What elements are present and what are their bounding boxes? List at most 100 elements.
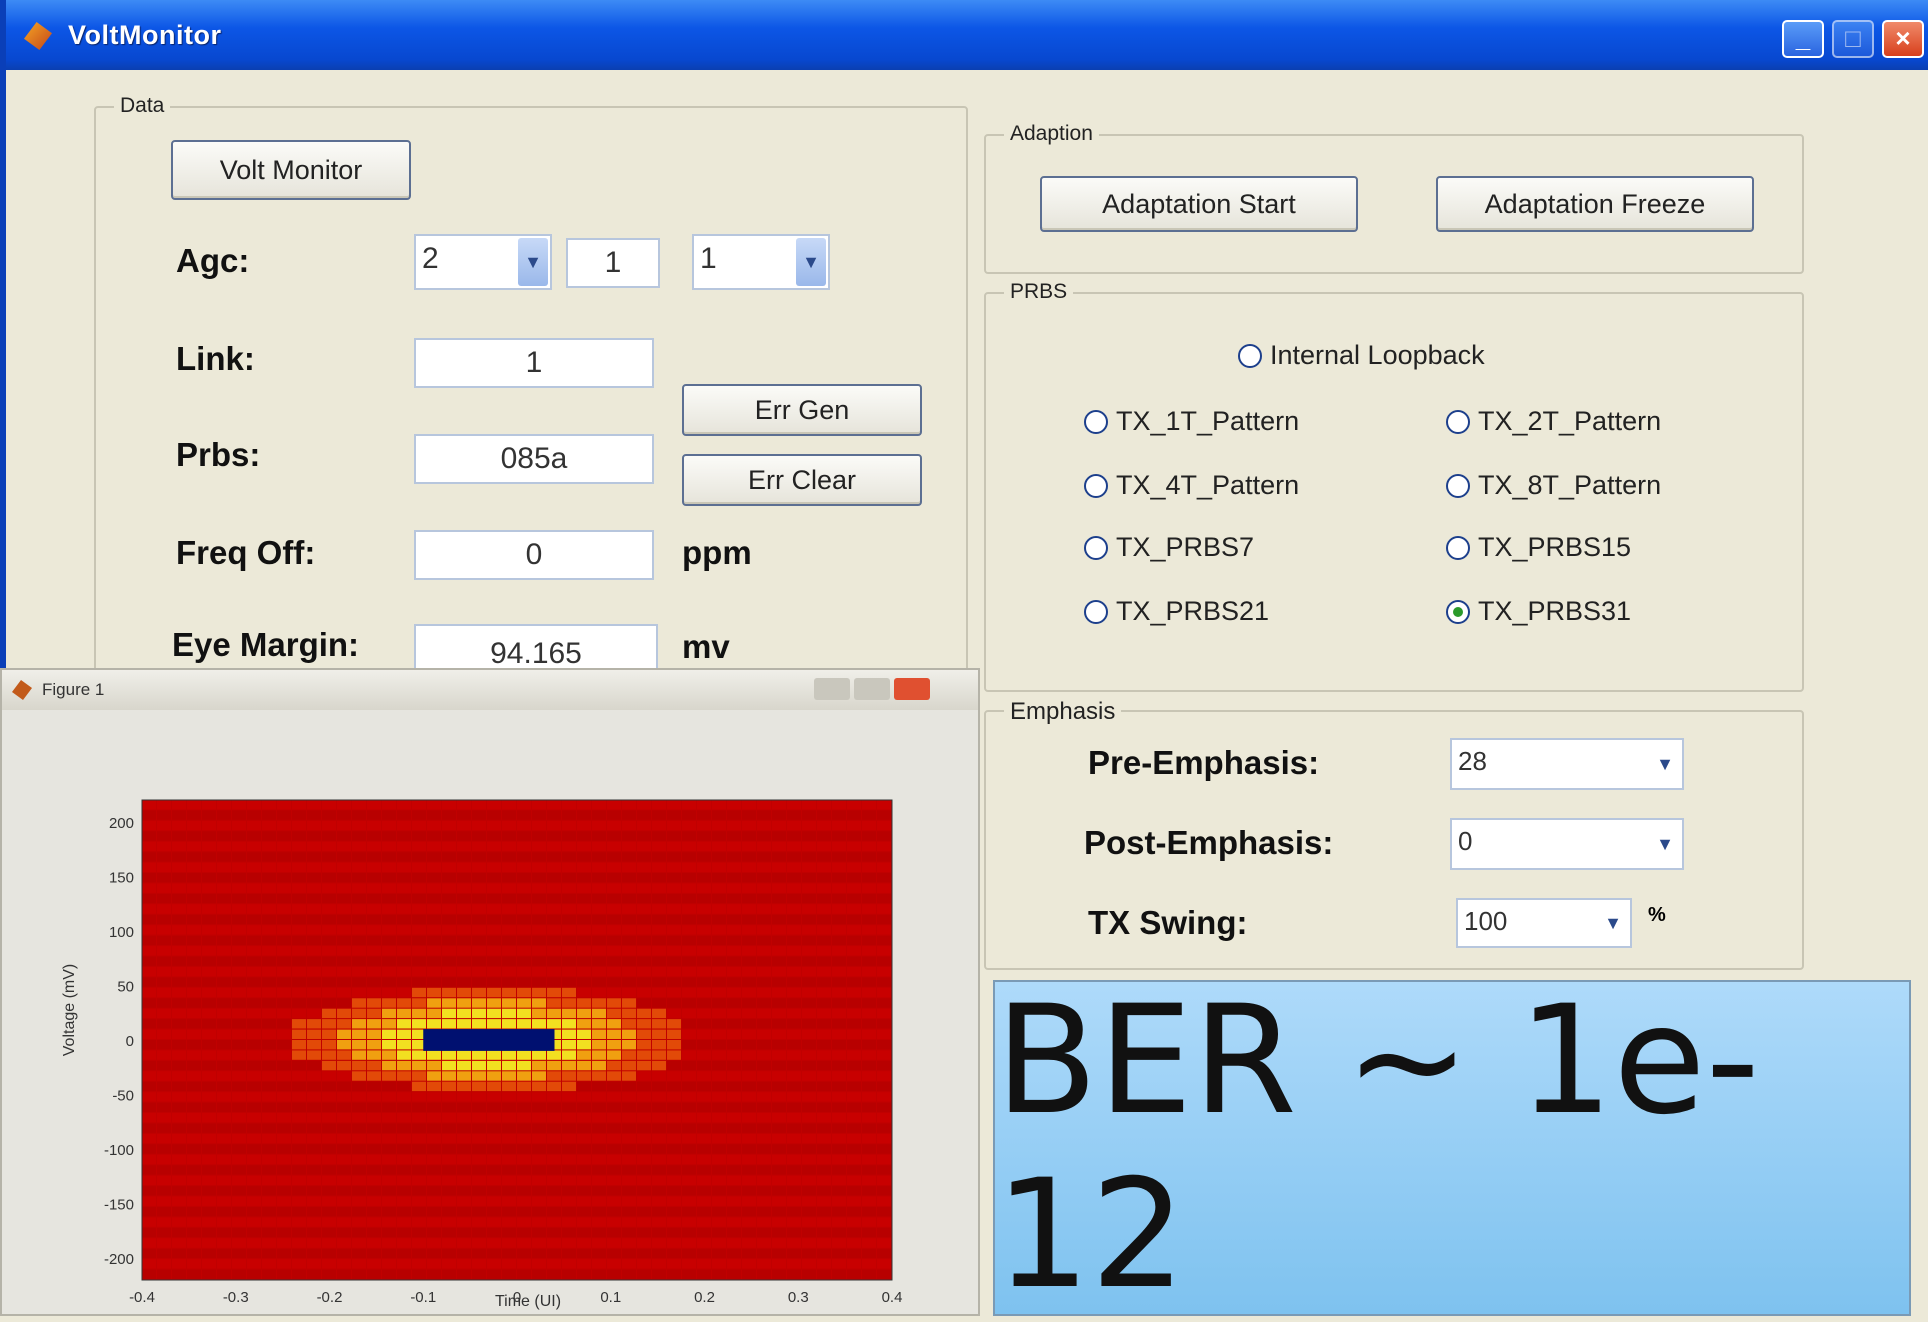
- heatmap-cell: [592, 883, 606, 893]
- agc-field[interactable]: 1: [566, 238, 660, 288]
- chevron-down-icon[interactable]: ▼: [1598, 902, 1628, 944]
- heatmap-cell: [517, 1133, 531, 1144]
- minimize-button[interactable]: _: [1782, 20, 1824, 58]
- heatmap-cell: [667, 1217, 681, 1227]
- heatmap-cell: [847, 1071, 861, 1081]
- radio-tx-prbs7[interactable]: TX_PRBS7: [1084, 532, 1254, 563]
- heatmap-cell: [817, 914, 831, 925]
- heatmap-cell: [172, 1019, 186, 1029]
- radio-tx-8t-pattern[interactable]: TX_8T_Pattern: [1446, 470, 1661, 501]
- heatmap-cell: [487, 820, 501, 831]
- heatmap-cell: [757, 1186, 771, 1196]
- heatmap-cell: [787, 862, 801, 872]
- radio-internal-loopback[interactable]: Internal Loopback: [1238, 340, 1485, 371]
- heatmap-cell: [547, 1175, 561, 1186]
- prbs-field[interactable]: 085a: [414, 434, 654, 484]
- heatmap-cell: [367, 1040, 381, 1050]
- heatmap-cell: [832, 1144, 846, 1154]
- chevron-down-icon[interactable]: ▼: [518, 238, 548, 286]
- heatmap-cell: [187, 1092, 201, 1102]
- heatmap-cell: [157, 1186, 171, 1196]
- radio-button[interactable]: [1084, 599, 1108, 624]
- heatmap-cell: [532, 925, 546, 935]
- heatmap-cell: [292, 831, 306, 841]
- minimize-button[interactable]: [814, 678, 850, 700]
- close-button[interactable]: ×: [1882, 20, 1924, 58]
- radio-button[interactable]: [1446, 473, 1470, 498]
- heatmap-cell: [592, 977, 606, 987]
- heatmap-cell: [727, 1081, 741, 1092]
- heatmap-cell: [607, 873, 621, 883]
- heatmap-cell: [577, 1123, 591, 1133]
- radio-tx-4t-pattern[interactable]: TX_4T_Pattern: [1084, 470, 1299, 501]
- heatmap-cell: [412, 1071, 426, 1081]
- eye-margin-field[interactable]: 94.165: [414, 624, 658, 674]
- figure-title-bar[interactable]: Figure 1: [2, 670, 978, 710]
- chevron-down-icon[interactable]: ▼: [1650, 742, 1680, 786]
- heatmap-cell: [277, 1081, 291, 1092]
- heatmap-cell: [622, 1238, 636, 1248]
- radio-button[interactable]: [1084, 473, 1108, 498]
- radio-button[interactable]: [1084, 535, 1108, 560]
- heatmap-cell: [832, 1165, 846, 1175]
- radio-tx-2t-pattern[interactable]: TX_2T_Pattern: [1446, 406, 1661, 437]
- heatmap-cell: [742, 946, 756, 956]
- heatmap-cell: [607, 1217, 621, 1227]
- heatmap-cell: [427, 1050, 441, 1060]
- radio-button[interactable]: [1084, 409, 1108, 434]
- agc-combo-2[interactable]: 1 ▼: [692, 234, 830, 290]
- heatmap-cell: [247, 1154, 261, 1165]
- heatmap-cell: [292, 1154, 306, 1165]
- heatmap-cell: [862, 1196, 876, 1206]
- x-tick-label: 0.2: [694, 1289, 715, 1306]
- heatmap-cell: [457, 1071, 471, 1081]
- maximize-button[interactable]: □: [1832, 20, 1874, 58]
- post-emphasis-combo[interactable]: 0 ▼: [1450, 818, 1684, 870]
- radio-tx-prbs31[interactable]: TX_PRBS31: [1446, 596, 1631, 627]
- err-clear-button[interactable]: Err Clear: [682, 454, 922, 506]
- chevron-down-icon[interactable]: ▼: [1650, 822, 1680, 866]
- heatmap-cell: [547, 1092, 561, 1102]
- adaptation-freeze-button[interactable]: Adaptation Freeze: [1436, 176, 1754, 232]
- freq-off-field[interactable]: 0: [414, 530, 654, 580]
- agc-combo-1[interactable]: 2 ▼: [414, 234, 552, 290]
- radio-button[interactable]: [1238, 343, 1262, 368]
- radio-button[interactable]: [1446, 409, 1470, 434]
- maximize-button[interactable]: [854, 678, 890, 700]
- volt-monitor-button[interactable]: Volt Monitor: [171, 140, 411, 200]
- heatmap-cell: [622, 1102, 636, 1112]
- chevron-down-icon[interactable]: ▼: [796, 238, 826, 286]
- heatmap-cell: [667, 883, 681, 893]
- heatmap-cell: [652, 1269, 666, 1279]
- heatmap-cell: [547, 1196, 561, 1206]
- heatmap-cell: [472, 1071, 486, 1081]
- heatmap-cell: [397, 831, 411, 841]
- close-button[interactable]: [894, 678, 930, 700]
- pre-emphasis-combo[interactable]: 28 ▼: [1450, 738, 1684, 790]
- heatmap-cell: [397, 852, 411, 862]
- heatmap-cell: [742, 935, 756, 946]
- radio-button-selected[interactable]: [1446, 599, 1470, 624]
- title-bar[interactable]: VoltMonitor _ □ ×: [6, 0, 1928, 70]
- heatmap-cell: [742, 852, 756, 862]
- heatmap-cell: [502, 1154, 516, 1165]
- heatmap-cell: [397, 1227, 411, 1238]
- heatmap-cell: [757, 1165, 771, 1175]
- radio-tx-prbs21[interactable]: TX_PRBS21: [1084, 596, 1269, 627]
- tx-swing-combo[interactable]: 100 ▼: [1456, 898, 1632, 948]
- radio-tx-1t-pattern[interactable]: TX_1T_Pattern: [1084, 406, 1299, 437]
- heatmap-cell: [757, 883, 771, 893]
- heatmap-cell: [472, 1008, 486, 1019]
- heatmap-cell: [412, 956, 426, 966]
- heatmap-cell: [817, 1102, 831, 1112]
- heatmap-cell: [412, 1259, 426, 1269]
- err-gen-button[interactable]: Err Gen: [682, 384, 922, 436]
- link-field[interactable]: 1: [414, 338, 654, 388]
- radio-button[interactable]: [1446, 535, 1470, 560]
- radio-tx-prbs15[interactable]: TX_PRBS15: [1446, 532, 1631, 563]
- heatmap-cell: [847, 1217, 861, 1227]
- heatmap-cell: [727, 1029, 741, 1039]
- heatmap-cell: [727, 820, 741, 831]
- heatmap-cell: [682, 862, 696, 872]
- adaptation-start-button[interactable]: Adaptation Start: [1040, 176, 1358, 232]
